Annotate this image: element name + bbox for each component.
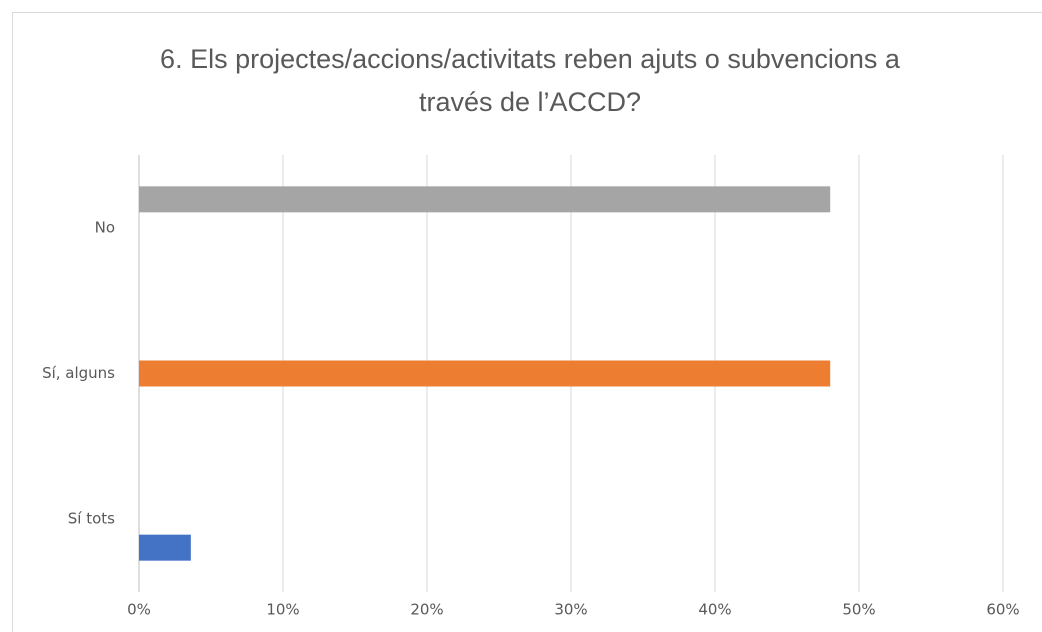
y-tick-label: No — [95, 218, 115, 236]
bar — [139, 186, 831, 213]
y-tick-label: Sí, alguns — [42, 364, 115, 382]
x-tick-label: 40% — [698, 601, 731, 619]
y-tick-label: Sí tots — [68, 510, 115, 528]
x-tick-label: 0% — [127, 601, 151, 619]
x-tick-label: 50% — [842, 601, 875, 619]
x-tick-label: 20% — [410, 601, 443, 619]
bar — [139, 534, 191, 561]
chart-title: 6. Els projectes/accions/activitats rebe… — [160, 44, 900, 117]
x-tick-label: 10% — [266, 601, 299, 619]
chart-border — [12, 12, 1042, 632]
bar — [139, 360, 831, 387]
x-tick-label: 30% — [554, 601, 587, 619]
x-tick-label: 60% — [986, 601, 1019, 619]
